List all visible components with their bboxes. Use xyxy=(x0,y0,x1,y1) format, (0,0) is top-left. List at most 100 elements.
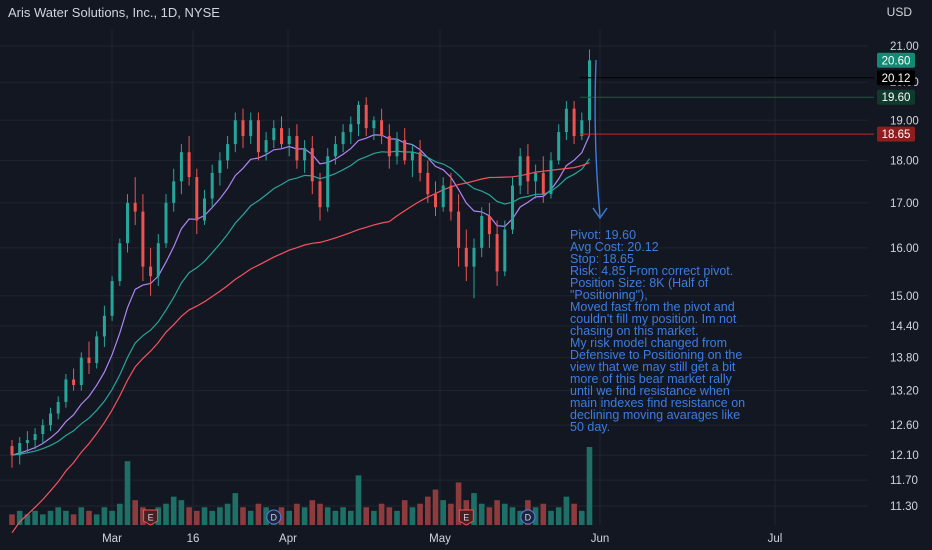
volume-bar xyxy=(55,507,61,525)
candle-body xyxy=(441,185,445,208)
volume-bar xyxy=(378,503,385,525)
volume-bar xyxy=(109,510,115,525)
trade-annotation: Pivot: 19.60 Avg Cost: 20.12 Stop: 18.65… xyxy=(570,228,746,434)
earnings-marker xyxy=(458,509,474,526)
y-tick-label: 11.70 xyxy=(890,475,918,487)
candle-body xyxy=(102,315,106,337)
volume-bar xyxy=(355,475,362,525)
x-tick-label: Mar xyxy=(102,533,122,545)
candle-body xyxy=(25,440,29,444)
y-tick-label: 13.80 xyxy=(890,353,919,365)
x-tick-label: Jun xyxy=(591,533,610,545)
volume-bar xyxy=(194,510,200,525)
candle-body xyxy=(387,136,391,157)
candle-body xyxy=(318,181,322,208)
volume-bar xyxy=(224,503,231,525)
volume-bar xyxy=(571,503,577,525)
candle-body xyxy=(149,266,153,277)
volume-bar xyxy=(255,503,262,525)
candle-body xyxy=(303,148,307,161)
candle-body xyxy=(534,172,538,182)
chart-title: Aris Water Solutions, Inc., 1D, NYSE xyxy=(8,5,220,20)
y-tick-label: 12.10 xyxy=(890,450,919,462)
candle-body xyxy=(364,104,368,129)
candle-body xyxy=(588,60,591,121)
volume-bar xyxy=(394,510,400,525)
price-badge-label: 19.60 xyxy=(882,92,911,104)
volume-bar xyxy=(509,507,516,525)
moving-average-line xyxy=(11,150,590,456)
candle-body xyxy=(564,108,568,133)
volume-bar xyxy=(278,507,285,525)
x-tick-label: 16 xyxy=(187,533,200,545)
x-tick-label: Jul xyxy=(768,533,783,545)
volume-bar xyxy=(209,510,215,525)
volume-bar xyxy=(555,507,562,525)
volume-bar xyxy=(117,503,123,525)
y-tick-label: 11.30 xyxy=(890,501,918,513)
volume-bar xyxy=(317,503,323,525)
volume-bar xyxy=(217,507,223,525)
candle-body xyxy=(549,160,553,195)
volume-bar xyxy=(448,503,454,525)
candle-body xyxy=(457,211,461,248)
candle-body xyxy=(141,211,145,267)
candle-body xyxy=(426,172,430,195)
y-tick-label: 19.00 xyxy=(890,115,919,127)
volume-bar xyxy=(432,489,439,525)
dividend-marker xyxy=(266,509,282,525)
candle-body xyxy=(464,247,468,267)
volume-bar xyxy=(78,507,85,525)
volume-bar xyxy=(247,510,254,525)
y-tick-label: 17.00 xyxy=(890,198,919,210)
candle-body xyxy=(87,357,91,364)
y-tick-label: 13.20 xyxy=(890,386,919,398)
candle-body xyxy=(349,124,353,133)
currency-label: USD xyxy=(886,5,912,19)
volume-bar xyxy=(455,482,462,525)
candle-body xyxy=(272,128,276,141)
price-badge xyxy=(877,126,915,142)
candle-body xyxy=(18,443,22,456)
candle-body xyxy=(280,128,283,145)
volume-bar xyxy=(124,461,131,525)
candle-body xyxy=(326,156,330,208)
candle-body xyxy=(487,216,491,235)
x-tick-label: May xyxy=(429,533,451,545)
volume-bar xyxy=(155,507,162,525)
candle-body xyxy=(56,401,60,414)
volume-bar xyxy=(401,500,408,525)
candle-body xyxy=(372,120,376,129)
candle-body xyxy=(503,229,507,272)
volume-bar xyxy=(540,503,547,525)
event-marker-label: D xyxy=(525,513,532,523)
volume-bar xyxy=(232,493,239,525)
price-badge xyxy=(877,52,915,68)
price-badge-label: 20.12 xyxy=(882,73,911,85)
volume-bar xyxy=(16,510,23,525)
volume-bar xyxy=(47,510,54,525)
candle-body xyxy=(226,144,230,161)
volume-bar xyxy=(409,507,416,525)
volume-bar xyxy=(579,510,585,525)
candle-body xyxy=(133,202,137,212)
x-tick-label: Apr xyxy=(279,533,297,545)
volume-bar xyxy=(101,507,108,525)
volume-bar xyxy=(340,507,346,525)
candle-body xyxy=(418,152,422,173)
candle-body xyxy=(172,181,176,203)
candle-body xyxy=(41,425,45,435)
candle-body xyxy=(434,194,437,208)
volume-bar xyxy=(586,447,593,525)
dividend-marker xyxy=(520,509,536,525)
candle-body xyxy=(64,379,68,402)
candle-body xyxy=(33,434,37,441)
volume-bar xyxy=(263,507,269,525)
volume-bar xyxy=(70,514,77,525)
candle-body xyxy=(541,172,545,195)
volume-bar xyxy=(309,500,316,525)
volume-bar xyxy=(170,496,177,525)
candle-body xyxy=(572,108,576,137)
volume-bar xyxy=(140,507,146,525)
